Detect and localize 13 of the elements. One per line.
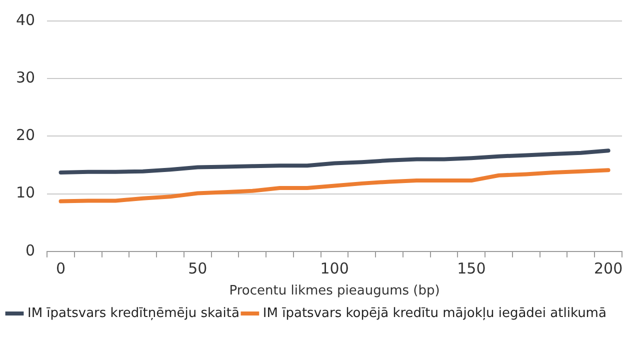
legend-label: IM īpatsvars kopējā kredītu mājokļu iegādei atlikumā (262, 306, 606, 321)
y-tick-label: 20 (16, 126, 36, 144)
y-tick-label: 40 (16, 10, 36, 29)
y-tick-label: 30 (16, 68, 36, 86)
legend-label: IM īpatsvars kredītņēmēju skaitā (28, 306, 240, 321)
y-tick-label: 10 (16, 184, 36, 202)
x-tick-label: 100 (320, 259, 349, 278)
x-tick-label: 0 (56, 259, 66, 278)
x-tick-label: 150 (457, 259, 486, 278)
x-tick-label: 200 (594, 259, 623, 278)
x-tick-label: 50 (188, 259, 208, 278)
y-tick-label: 0 (26, 241, 36, 260)
x-axis-title: Procentu likmes pieaugums (bp) (229, 284, 440, 299)
